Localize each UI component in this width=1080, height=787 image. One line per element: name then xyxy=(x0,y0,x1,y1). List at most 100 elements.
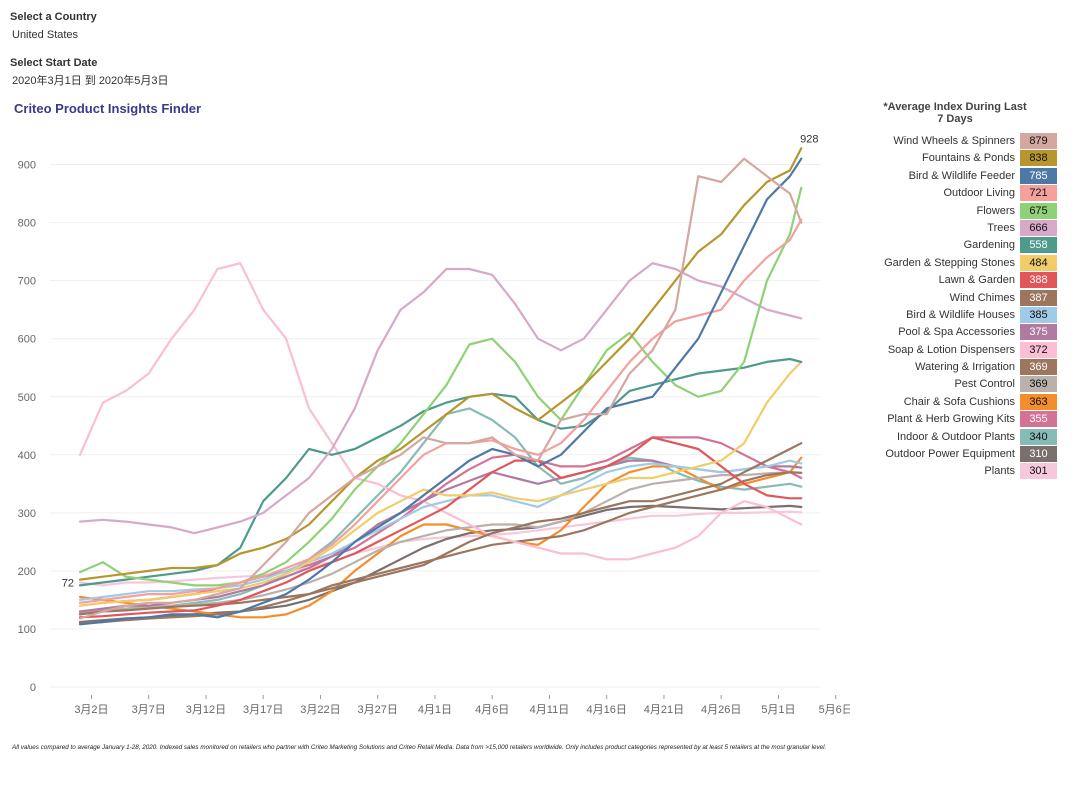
legend-item[interactable]: Flowers 675 xyxy=(860,202,1070,220)
legend-item-value: 355 xyxy=(1020,411,1057,428)
legend-item-value: 484 xyxy=(1020,254,1057,271)
legend-item-value: 369 xyxy=(1020,359,1057,376)
series-line xyxy=(78,510,803,587)
legend-item-value: 666 xyxy=(1020,219,1057,236)
line-chart: 0 100 200 300 400 500 600 700 800 900 3月2日 3月7日 3月12… xyxy=(18,133,850,716)
legend-item-label: Fountains & Ponds xyxy=(922,152,1015,165)
legend-item-value: 372 xyxy=(1020,341,1057,358)
x-tick-label: 5月1日 xyxy=(761,704,795,716)
legend-item-label: Trees xyxy=(987,221,1015,234)
legend-item[interactable]: Indoor & Outdoor Plants 340 xyxy=(860,428,1070,446)
legend-item[interactable]: Plant & Herb Growing Kits 355 xyxy=(860,411,1070,428)
series-line xyxy=(78,262,803,535)
legend-item-value: 385 xyxy=(1020,306,1057,323)
legend-item[interactable]: Wind Chimes 387 xyxy=(860,289,1070,307)
legend-item[interactable]: Outdoor Power Equipment 310 xyxy=(860,446,1070,463)
series-line xyxy=(78,262,803,561)
legend-item[interactable]: Outdoor Living 721 xyxy=(860,185,1070,202)
legend-item-label: Plant & Herb Growing Kits xyxy=(887,413,1015,426)
x-tick-label: 3月12日 xyxy=(186,704,226,716)
legend-item-value: 838 xyxy=(1020,150,1057,167)
start-date-filter-label: Select Start Date xyxy=(10,57,98,69)
legend-item[interactable]: Trees 666 xyxy=(860,219,1070,237)
legend-item[interactable]: Pool & Spa Accessories 375 xyxy=(860,324,1070,341)
x-tick-label: 4月16日 xyxy=(587,704,627,716)
legend-item-label: Watering & Irrigation xyxy=(915,361,1015,374)
legend-item[interactable]: Fountains & Ponds 838 xyxy=(860,150,1070,167)
legend-item-label: Indoor & Outdoor Plants xyxy=(896,430,1015,443)
legend-item-value: 675 xyxy=(1020,202,1057,219)
y-tick-label: 800 xyxy=(18,218,36,230)
x-tick-label: 3月7日 xyxy=(132,704,166,716)
y-tick-label: 300 xyxy=(18,508,36,520)
legend-item-value: 721 xyxy=(1020,185,1057,202)
series-line xyxy=(78,471,803,613)
legend-item-label: Lawn & Garden xyxy=(938,274,1015,287)
x-tick-label: 3月22日 xyxy=(300,704,340,716)
legend-item[interactable]: Chair & Sofa Cushions 363 xyxy=(860,393,1070,411)
legend-item-value: 369 xyxy=(1020,376,1057,393)
legend-item-value: 340 xyxy=(1020,428,1057,445)
series-line xyxy=(78,357,803,587)
start-date-filter-value[interactable]: 2020年3月1日 到 2020年5月3日 xyxy=(12,75,169,87)
legend-item-label: Bird & Wildlife Feeder xyxy=(908,169,1015,182)
legend-item-label: Soap & Lotion Dispensers xyxy=(887,343,1015,356)
legend-item[interactable]: Plants 301 xyxy=(860,463,1070,480)
series-line xyxy=(78,157,803,626)
legend-item-value: 375 xyxy=(1020,324,1057,341)
legend-item[interactable]: Watering & Irrigation 369 xyxy=(860,359,1070,376)
legend-item-value: 785 xyxy=(1020,167,1057,184)
country-filter-value[interactable]: United States xyxy=(12,29,79,41)
y-tick-label: 200 xyxy=(18,566,36,578)
x-tick-label: 4月26日 xyxy=(701,704,741,716)
legend-item-label: Outdoor Power Equipment xyxy=(885,448,1015,461)
legend-item-label: Wind Wheels & Spinners xyxy=(893,135,1015,147)
series-line xyxy=(78,157,803,620)
legend-item-value: 387 xyxy=(1020,289,1057,306)
y-tick-label: 700 xyxy=(18,276,36,288)
x-tick-label: 3月17日 xyxy=(243,704,283,716)
legend-item-label: Garden & Stepping Stones xyxy=(884,256,1015,269)
legend-item[interactable]: Wind Wheels & Spinners 879 xyxy=(860,133,1070,150)
y-tick-label: 0 xyxy=(30,682,36,694)
x-tick-label: 4月1日 xyxy=(418,704,452,716)
legend-item-value: 388 xyxy=(1020,272,1057,289)
series-line xyxy=(78,186,803,587)
data-label: 928 xyxy=(800,133,818,145)
legend-item[interactable]: Soap & Lotion Dispensers 372 xyxy=(860,341,1070,359)
series-line xyxy=(78,504,803,624)
legend-item-label: Bird & Wildlife Houses xyxy=(906,308,1015,321)
legend-item-label: Outdoor Living xyxy=(943,187,1015,200)
series-line xyxy=(78,360,803,607)
y-tick-label: 600 xyxy=(18,334,36,346)
x-tick-label: 4月11日 xyxy=(530,704,570,716)
legend-item[interactable]: Garden & Stepping Stones 484 xyxy=(860,254,1070,272)
y-tick-label: 400 xyxy=(18,450,36,462)
legend-item[interactable]: Bird & Wildlife Houses 385 xyxy=(860,306,1070,324)
footnote: All values compared to average January 1… xyxy=(12,744,827,751)
legend-item-value: 363 xyxy=(1020,393,1057,410)
legend-item-label: Flowers xyxy=(976,204,1015,217)
legend-item-label: Gardening xyxy=(963,239,1015,252)
series-line xyxy=(78,442,803,616)
x-tick-label: 3月2日 xyxy=(74,704,108,716)
legend-item-label: Pest Control xyxy=(954,378,1015,391)
legend-item-value: 310 xyxy=(1020,446,1057,463)
data-label: 72 xyxy=(62,578,74,590)
x-tick-label: 4月6日 xyxy=(475,704,509,716)
legend-item-label: Plants xyxy=(984,465,1015,478)
page-title: Criteo Product Insights Finder xyxy=(14,101,202,116)
legend-item[interactable]: Lawn & Garden 388 xyxy=(860,272,1070,289)
legend-item-value: 558 xyxy=(1020,237,1057,254)
legend-item[interactable]: Gardening 558 xyxy=(860,237,1070,254)
x-tick-label: 3月27日 xyxy=(358,704,398,716)
series-line xyxy=(78,456,803,619)
legend-item[interactable]: Bird & Wildlife Feeder 785 xyxy=(860,167,1070,185)
legend-item-value: 301 xyxy=(1020,463,1057,480)
series-line xyxy=(78,436,803,619)
legend-item-label: Wind Chimes xyxy=(949,291,1015,304)
legend-item[interactable]: Pest Control 369 xyxy=(860,376,1070,393)
country-filter-label: Select a Country xyxy=(10,11,97,23)
x-tick-label: 5月6日 xyxy=(819,704,850,716)
y-tick-label: 100 xyxy=(18,624,36,636)
